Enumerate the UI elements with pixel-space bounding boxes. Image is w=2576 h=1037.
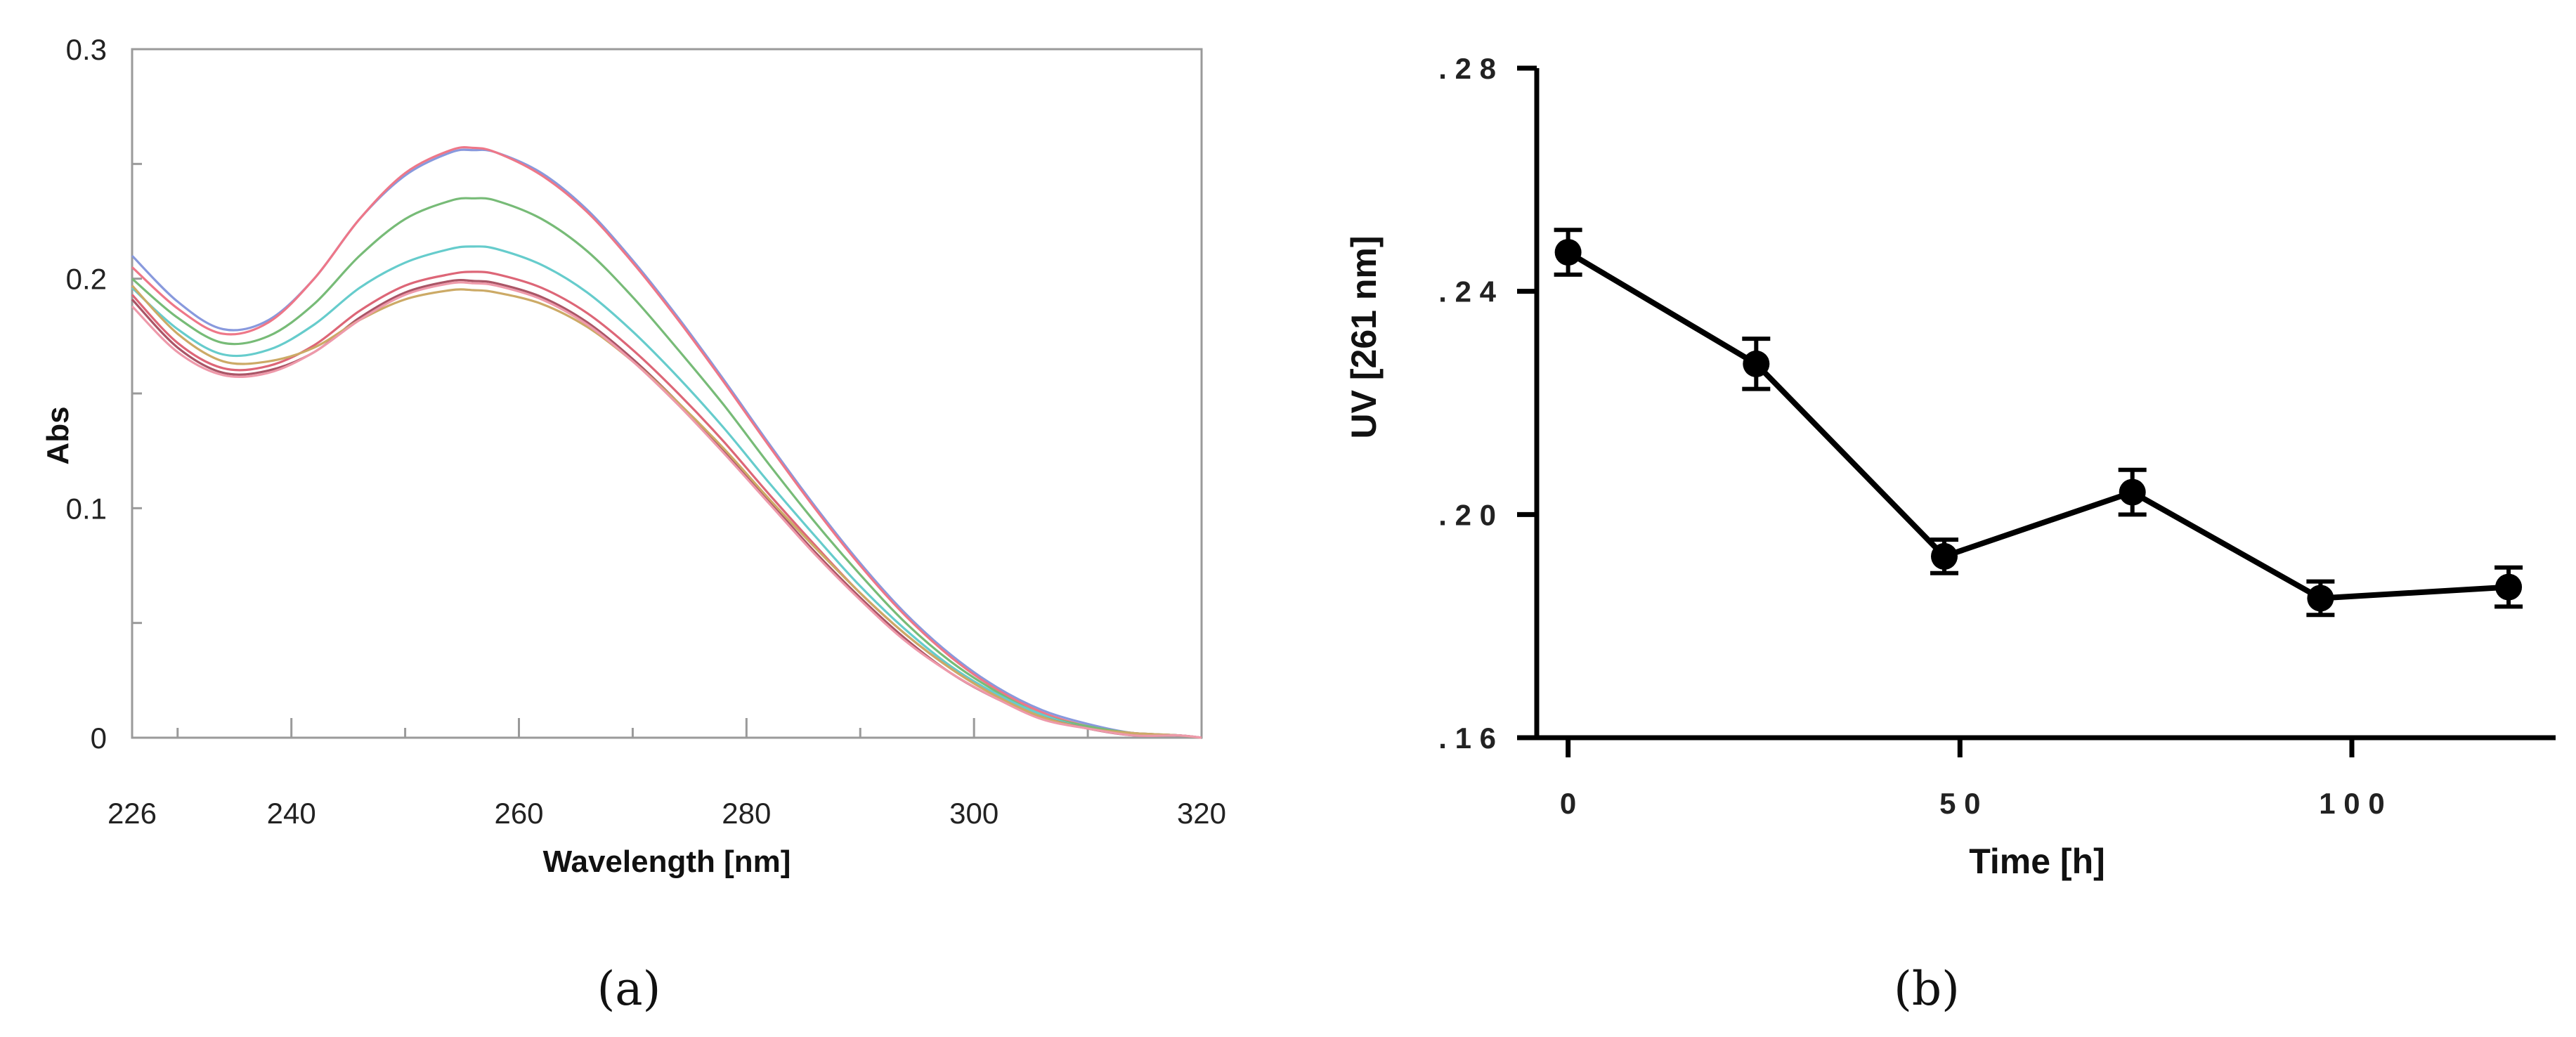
panel-b-data-point-4 (2118, 467, 2147, 517)
panel-b-y-tick-label: . 2 8 (1438, 52, 1496, 85)
panel-a-x-tick-label: 300 (949, 797, 998, 830)
panel-a-series-line-5 (131, 270, 1202, 739)
panel-b-x-tick-label: 1 0 0 (2319, 787, 2384, 820)
panel-b-marker (1743, 350, 1770, 377)
panel-b-y-tick-label: . 2 0 (1438, 498, 1496, 531)
panel-b-marker (1554, 239, 1582, 266)
panel-a-series-line-1 (131, 148, 1202, 739)
panel-a-caption: (a) (597, 962, 661, 1016)
panel-a-x-axis-title: Wavelength [nm] (543, 844, 791, 879)
panel-a-series-line-4 (131, 245, 1202, 739)
panel-a-y-tick-label: 0 (91, 722, 107, 755)
panel-a-x-tick-label: 260 (494, 797, 543, 830)
panel-b-series-line (1566, 249, 2509, 601)
panel-a-x-tick-label: 226 (108, 797, 157, 830)
panel-b-marker (2307, 585, 2334, 612)
panel-a-x-tick-label: 320 (1177, 797, 1226, 830)
panel-b-caption: (b) (1894, 962, 1960, 1016)
panel-a-series-line-7 (131, 285, 1202, 739)
panel-b-y-tick-label: . 1 6 (1438, 722, 1496, 755)
panel-a-chart: 0 0.1 0.2 0.3 226 240 260 280 300 320 Wavelength… (41, 33, 1226, 1016)
panel-b-data-point-1 (1554, 228, 1582, 277)
panel-b-x-tick-label: 0 (1560, 787, 1576, 820)
panel-b-data-point-3 (1930, 537, 1958, 575)
panel-a-y-tick-labels: 0 0.1 0.2 0.3 (66, 33, 107, 755)
panel-b-x-tick-label: 5 0 (1939, 787, 1980, 820)
panel-b-x-axis-title: Time [h] (1969, 842, 2105, 881)
panel-b-marker (2495, 573, 2523, 601)
panel-a-x-tick-labels: 226 240 260 280 300 320 (108, 797, 1226, 830)
panel-b-x-ticks: 0 5 0 1 0 0 (1560, 738, 2385, 820)
panel-b-y-tick-label: . 2 4 (1438, 275, 1496, 308)
panel-b-series-group (1554, 228, 2523, 618)
panel-a-series-line-3 (131, 197, 1202, 739)
panel-b-marker (1931, 542, 1958, 570)
panel-b-y-ticks: . 1 6 . 2 0 . 2 4 . 2 8 (1438, 52, 1537, 755)
panel-b-data-point-5 (2306, 579, 2335, 618)
panel-b-marker (2119, 478, 2146, 506)
panel-b-data-point-2 (1742, 337, 1771, 391)
panel-a-series-line-2 (131, 146, 1202, 739)
panel-a-y-tick-label: 0.2 (66, 263, 107, 296)
panel-a-y-tick-label: 0.3 (66, 33, 107, 66)
panel-b-y-axis-title: UV [261 nm] (1344, 236, 1384, 439)
panel-a-minor-ticks (132, 48, 1203, 739)
panel-a-x-tick-label: 280 (722, 797, 771, 830)
panel-b-data-point-6 (2494, 565, 2523, 609)
panel-a-y-tick-label: 0.1 (66, 492, 107, 525)
panel-a-series-line-6 (131, 278, 1202, 739)
panel-a-series-group (131, 146, 1202, 739)
panel-a-series-line-8 (131, 281, 1202, 739)
panel-a-y-axis-title: Abs (41, 406, 75, 464)
panel-a-x-tick-label: 240 (267, 797, 316, 830)
